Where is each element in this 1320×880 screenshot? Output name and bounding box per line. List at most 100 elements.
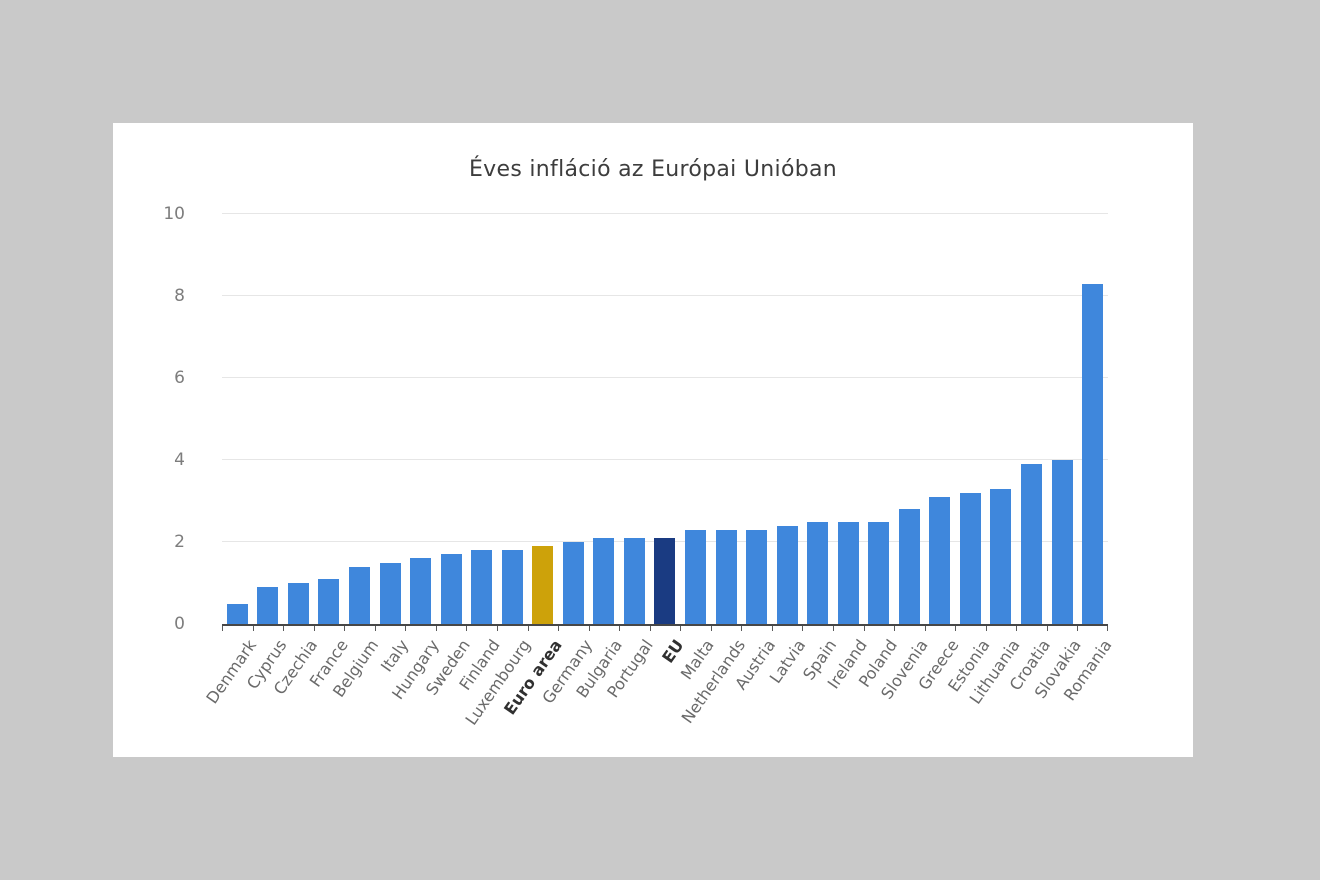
bar-hungary [410,558,432,624]
bar-france [318,578,340,624]
x-axis-tick [1046,626,1048,631]
bar-luxembourg [501,550,523,624]
bar-cell-slovakia: Slovakia [1031,214,1085,702]
gridline-10 [222,213,1108,214]
bar-cell-spain: Spain [799,214,840,684]
x-axis-tick [222,626,223,631]
y-axis-tick-label-8: 8 [174,286,185,306]
bar-cell-netherlands: Netherlands [677,214,749,727]
bar-latvia [776,525,798,624]
x-axis-tick [741,626,743,631]
bar-cell-ireland: Ireland [823,214,871,692]
bar-cell-slovenia: Slovenia [877,214,932,703]
bar-cell-luxembourg: Luxembourg [462,214,535,729]
bar-cell-sweden: Sweden [422,214,474,699]
x-axis-tick [252,626,254,631]
bar-netherlands [715,529,737,624]
x-axis-tick [802,626,804,631]
bar-cell-latvia: Latvia [766,214,810,687]
x-axis-tick [588,626,590,631]
x-axis-tick [466,626,468,631]
bar-cell-belgium: Belgium [329,214,382,701]
y-axis-tick-label-0: 0 [174,614,185,634]
bar-cell-croatia: Croatia [1006,214,1054,694]
plot-area: 0 2 4 6 8 10 Denmark Cyprus Czechia France Belgiu… [163,204,1115,729]
bar-czechia [287,583,309,624]
bar-cell-denmark: Denmark [202,214,260,707]
x-axis-tick [527,626,529,631]
bar-romania [1082,283,1104,624]
x-axis-tick [924,626,926,631]
bar-italy [379,562,401,624]
y-axis-tick-label-4: 4 [174,450,185,470]
bar-portugal [623,537,645,624]
bar-estonia [959,492,981,624]
y-axis-tick-label-2: 2 [174,532,185,552]
gridline-6 [222,377,1108,378]
bar-cell-czechia: Czechia [269,214,321,698]
bar-cell-euro-area: Euro area [500,214,565,718]
bar-cell-romania: Romania [1059,214,1115,704]
x-axis-tick [649,626,651,631]
x-axis-tick [344,626,346,631]
bar-poland [868,521,890,624]
x-axis-tick [955,626,957,631]
bar-cell-france: France [305,214,351,690]
x-axis-tick [435,626,437,631]
x-axis-tick [680,626,682,631]
bar-euro-area [532,546,554,624]
bar-slovakia [1051,460,1073,624]
bar-cell-estonia: Estonia [944,214,993,695]
x-axis-tick [374,626,376,631]
bar-cell-cyprus: Cyprus [243,214,290,693]
bar-cell-finland: Finland [456,214,504,694]
bar-greece [929,496,951,624]
gridline-4 [222,459,1108,460]
bar-belgium [348,566,370,624]
y-axis-tick-label-10: 10 [163,204,185,224]
x-axis-tick [863,626,865,631]
bar-cell-austria: Austria [731,214,779,693]
bar-cell-italy: Italy [375,214,413,675]
bar-cell-greece: Greece [914,214,962,694]
bar-malta [684,529,706,624]
x-axis-tick [619,626,621,631]
bar-cell-poland: Poland [855,214,901,691]
x-axis-tick [985,626,987,631]
x-axis-tick [894,626,896,631]
bar-spain [807,521,829,624]
bar-eu [654,537,676,624]
bar-finland [471,550,493,624]
bar-cell-bulgaria: Bulgaria [573,214,626,701]
bar-cyprus [257,587,279,624]
bar-austria [746,529,768,624]
chart-card: Éves infláció az Európai Unióban 0 2 4 6 8 10… [113,123,1193,757]
x-axis-tick [283,626,285,631]
bar-croatia [1020,464,1042,624]
x-axis-tick [833,626,835,631]
bar-lithuania [990,488,1012,624]
x-axis-tick [558,626,560,631]
y-axis-tick-label-6: 6 [174,368,185,388]
x-axis-tick [405,626,407,631]
bar-cell-malta: Malta [677,214,718,683]
chart-title: Éves infláció az Európai Unióban [468,157,837,182]
bar-cell-germany: Germany [538,214,596,707]
bar-slovenia [898,509,920,624]
x-axis-tick [1077,626,1079,631]
x-axis-tick [1016,626,1018,631]
x-axis-tick [771,626,773,631]
bar-cell-eu: EU [650,214,688,666]
x-axis-tick [496,626,498,631]
bar-cell-hungary: Hungary [388,214,443,703]
gridline-8 [222,295,1108,296]
bar-germany [562,542,584,624]
bar-bulgaria [593,537,615,624]
bars-row: Denmark Cyprus Czechia France Belgium Italy Hu… [202,214,1115,729]
x-axis-tick [1107,626,1108,631]
bar-denmark [226,603,248,624]
bar-cell-lithuania: Lithuania [965,214,1024,708]
bar-cell-portugal: Portugal [603,214,657,701]
x-axis-tick [710,626,712,631]
